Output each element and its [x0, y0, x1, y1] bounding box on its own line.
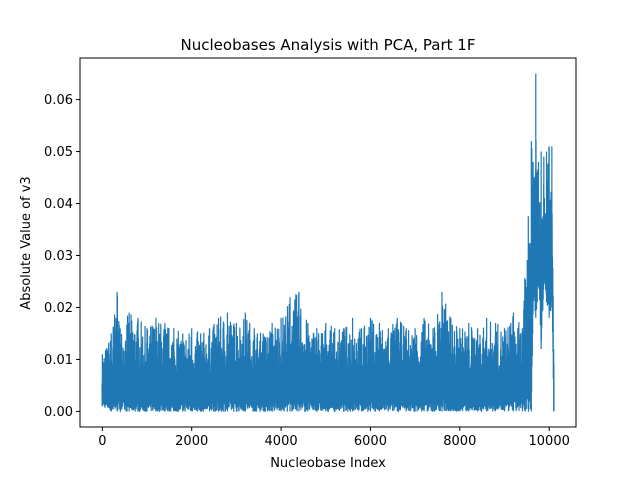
x-tick-label: 0	[98, 434, 106, 449]
plot-frame	[79, 57, 577, 428]
x-tick-label: 8000	[443, 434, 476, 449]
y-axis-ticks: 0.00 0.01 0.02 0.03 0.04 0.05 0.06	[44, 93, 80, 420]
x-tick-label: 4000	[265, 434, 298, 449]
x-axis-ticks: 0 2000 4000 6000 8000 10000	[98, 427, 570, 449]
y-tick-label: 0.03	[44, 249, 73, 264]
y-axis-label: Absolute Value of v3	[19, 176, 34, 309]
chart-title: Nucleobases Analysis with PCA, Part 1F	[181, 36, 476, 54]
y-tick-label: 0.06	[44, 93, 73, 108]
y-tick-label: 0.05	[44, 145, 73, 160]
y-tick-label: 0.04	[44, 197, 73, 212]
x-tick-label: 2000	[175, 434, 208, 449]
y-tick-label: 0.02	[44, 301, 73, 316]
series-line	[101, 73, 555, 412]
x-tick-label: 10000	[529, 434, 570, 449]
y-tick-label: 0.00	[44, 405, 73, 420]
x-axis-label: Nucleobase Index	[270, 456, 386, 471]
x-tick-label: 6000	[354, 434, 387, 449]
y-tick-label: 0.01	[44, 353, 73, 368]
series-layer	[101, 73, 555, 412]
